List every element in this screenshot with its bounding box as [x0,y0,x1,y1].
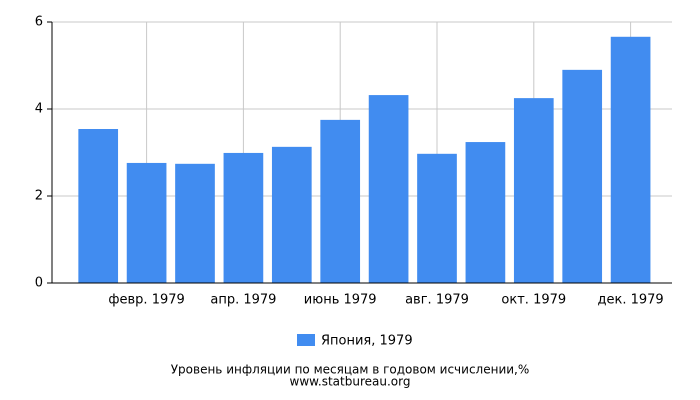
chart-title: Уровень инфляции по месяцам в годовом ис… [171,363,530,377]
bar [223,152,264,283]
x-tick-label: дек. 1979 [598,293,664,308]
y-tick-label: 2 [35,189,43,204]
bar [271,146,312,283]
bar [175,163,215,283]
bar [126,162,167,283]
y-tick-label: 6 [35,15,43,30]
x-tick-label: февр. 1979 [108,293,184,308]
bar [513,98,554,283]
x-tick-label: окт. 1979 [501,293,566,308]
x-tick-label: апр. 1979 [210,293,276,308]
x-tick-label: июнь 1979 [304,293,377,308]
bar [320,119,361,283]
legend-label: Япония, 1979 [321,334,413,349]
x-tick-label: авг. 1979 [405,293,469,308]
bar [78,129,119,283]
bar [417,153,457,283]
bar [562,69,603,283]
bar [610,36,651,283]
bar [368,95,409,283]
bar [465,142,506,283]
y-tick-label: 4 [35,102,43,117]
source: www.statbureau.org [290,375,411,389]
legend-swatch [297,334,315,346]
y-tick-label: 0 [35,276,43,291]
